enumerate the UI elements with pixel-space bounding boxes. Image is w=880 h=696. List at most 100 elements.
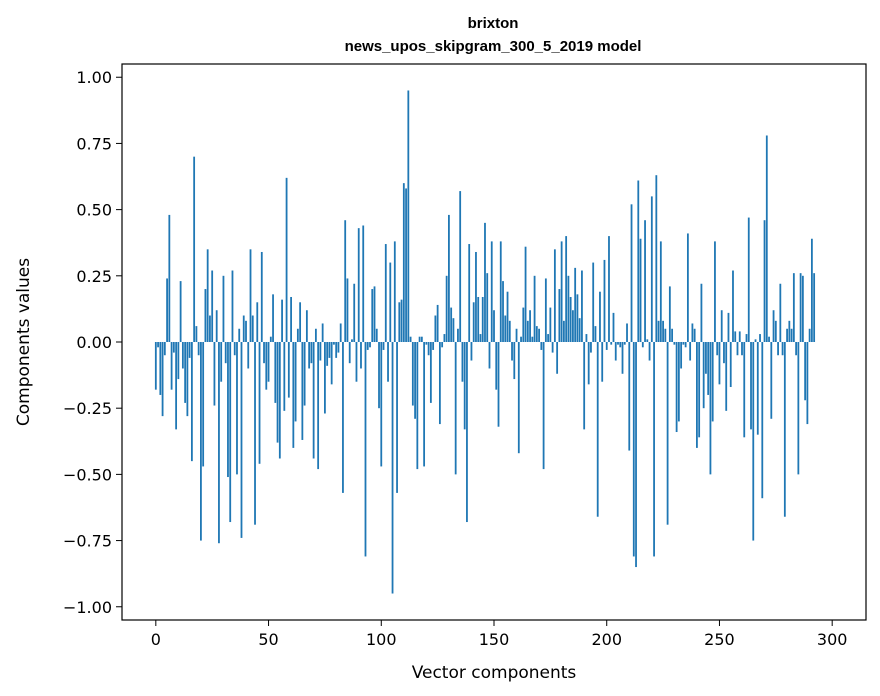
bar xyxy=(513,342,516,380)
bar xyxy=(682,342,685,345)
bar xyxy=(319,342,322,361)
bar xyxy=(197,342,200,356)
bar xyxy=(245,320,247,342)
bar xyxy=(578,318,581,342)
bar xyxy=(353,283,356,342)
bar xyxy=(202,342,205,467)
bar xyxy=(680,342,683,369)
bar xyxy=(635,342,637,568)
bar xyxy=(617,342,619,345)
y-tick-label: −1.00 xyxy=(63,598,112,617)
bar xyxy=(443,334,446,342)
bar xyxy=(477,296,480,342)
bar xyxy=(711,342,714,422)
bar xyxy=(337,342,340,353)
bar xyxy=(378,342,380,409)
bar xyxy=(567,275,570,342)
bar xyxy=(346,278,349,342)
bar xyxy=(623,342,626,345)
bar xyxy=(547,334,550,342)
bar xyxy=(398,302,401,342)
bar xyxy=(154,342,157,390)
bar xyxy=(204,289,207,342)
y-tick-label: 0.00 xyxy=(76,333,112,352)
bar xyxy=(763,220,766,342)
bar xyxy=(792,273,795,342)
bar xyxy=(490,241,493,342)
bar xyxy=(285,177,288,342)
bar xyxy=(166,278,168,342)
bar xyxy=(765,135,768,342)
bar-series xyxy=(154,90,816,594)
chart-subtitle: news_upos_skipgram_300_5_2019 model xyxy=(345,38,642,55)
bar xyxy=(684,342,687,348)
bar xyxy=(504,315,507,342)
bar xyxy=(716,342,719,356)
bar xyxy=(405,188,407,342)
bar xyxy=(276,342,279,443)
bar xyxy=(224,342,227,364)
bar xyxy=(626,323,628,342)
bar xyxy=(727,312,730,342)
bar xyxy=(369,342,371,348)
bar xyxy=(314,328,317,342)
bar xyxy=(738,331,741,342)
bar xyxy=(497,342,500,427)
bar xyxy=(184,342,187,403)
bar xyxy=(556,342,559,374)
bar xyxy=(190,342,193,462)
bar xyxy=(251,315,254,342)
bar xyxy=(702,342,705,409)
bar xyxy=(168,214,171,342)
bar xyxy=(321,323,324,342)
bar xyxy=(452,318,455,342)
chart-title: brixton xyxy=(468,15,519,32)
x-tick-label: 100 xyxy=(366,630,397,649)
bar xyxy=(535,326,538,342)
bar xyxy=(475,251,477,342)
bar xyxy=(351,339,353,342)
y-axis: 1.00 0.75 0.50 0.25 0.00 −0.25 −0.50 −0.75 −1.00 xyxy=(63,68,122,617)
bar xyxy=(425,342,428,345)
bar xyxy=(705,342,707,374)
bar xyxy=(560,241,563,342)
bar xyxy=(387,342,389,382)
bar xyxy=(287,342,290,398)
bar xyxy=(330,342,333,385)
bar xyxy=(445,275,448,342)
bar xyxy=(407,90,410,342)
bar xyxy=(583,342,586,430)
bar xyxy=(427,342,430,356)
bar xyxy=(211,270,214,342)
bar xyxy=(786,328,788,342)
bar xyxy=(240,342,243,538)
bar xyxy=(511,342,513,361)
bar xyxy=(258,342,261,464)
bar xyxy=(605,342,608,350)
bar xyxy=(450,307,453,342)
x-axis-label: Vector components xyxy=(412,663,577,683)
bar xyxy=(209,315,211,342)
bar xyxy=(324,342,326,414)
bar xyxy=(470,342,473,361)
bar xyxy=(540,342,543,350)
bar xyxy=(662,320,664,342)
bar xyxy=(745,334,748,342)
bar xyxy=(594,326,597,342)
bar xyxy=(517,342,520,454)
bar xyxy=(736,342,739,356)
bar xyxy=(247,342,250,369)
bar xyxy=(391,342,394,594)
bar xyxy=(628,342,631,451)
bar xyxy=(630,204,633,342)
bar xyxy=(777,342,779,356)
bar xyxy=(732,270,734,342)
bar xyxy=(357,228,360,342)
bar xyxy=(549,307,552,342)
bar xyxy=(254,342,256,525)
bar xyxy=(220,342,223,382)
bar xyxy=(693,328,696,342)
bar xyxy=(551,342,554,353)
bar xyxy=(538,328,540,342)
bar xyxy=(457,328,459,342)
